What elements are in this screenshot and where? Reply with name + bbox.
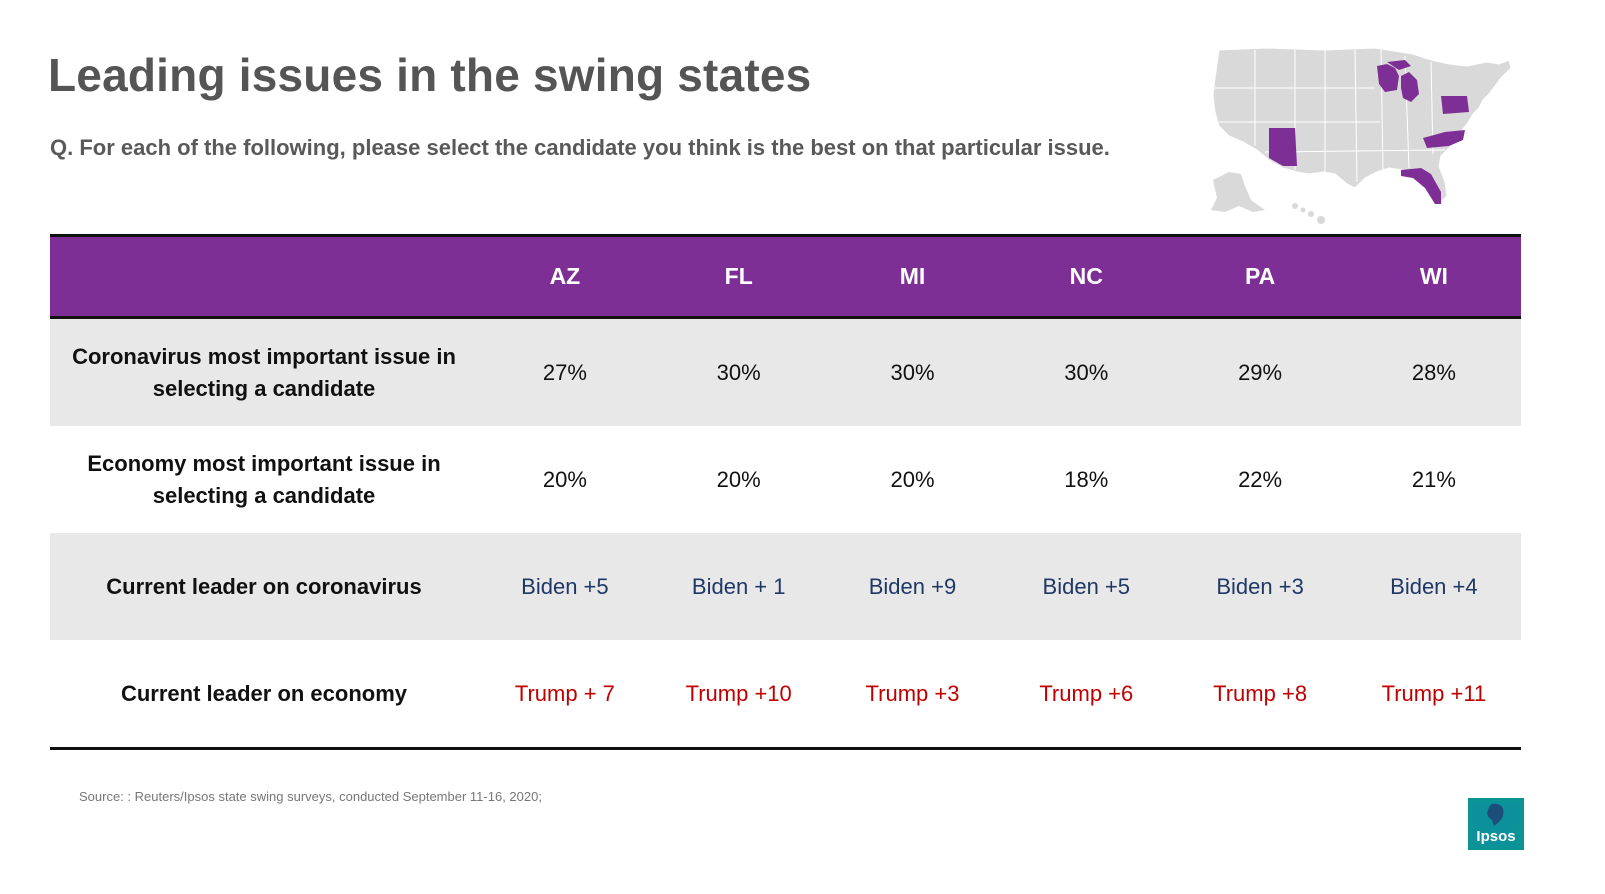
row-label: Coronavirus most important issue in sele… [72, 343, 456, 401]
column-header: NC [1069, 263, 1103, 289]
column-header: PA [1244, 263, 1276, 289]
table-cell: 20% [542, 466, 587, 492]
table-cell: 30% [716, 359, 761, 385]
table-cell: 18% [1064, 466, 1109, 492]
trump-lead-cell: Trump +8 [1213, 680, 1308, 706]
table-row: Current leader on economy Trump + 7 Trum… [50, 640, 1521, 747]
state-wi [1377, 64, 1399, 92]
swing-states-table: AZ FL MI NC PA WI Coronavirus most impor… [50, 234, 1521, 750]
ipsos-logo: Ipsos [1468, 798, 1524, 850]
column-header: AZ [549, 263, 581, 289]
row-label: Economy most important issue in selectin… [87, 450, 441, 508]
us-swing-states-map [1211, 47, 1512, 224]
survey-question: Q. For each of the following, please sel… [50, 135, 1110, 160]
state-az [1269, 128, 1297, 166]
trump-lead-cell: Trump +6 [1039, 680, 1134, 706]
trump-lead-cell: Trump + 7 [514, 680, 615, 706]
row-label: Current leader on economy [120, 680, 408, 706]
table-cell: 22% [1238, 466, 1283, 492]
table-cell: 27% [542, 359, 587, 385]
state-nc [1423, 130, 1465, 148]
column-header: FL [724, 263, 753, 289]
biden-lead-cell: Biden +3 [1216, 573, 1304, 599]
table-cell: 28% [1411, 359, 1456, 385]
column-header: MI [899, 263, 926, 289]
biden-lead-cell: Biden + 1 [691, 573, 786, 599]
row-label: Current leader on coronavirus [106, 573, 422, 599]
table-row: Coronavirus most important issue in sele… [50, 319, 1521, 426]
us-mainland-shape [1212, 47, 1512, 203]
table-cell: 29% [1238, 359, 1283, 385]
trump-lead-cell: Trump +10 [685, 680, 792, 706]
trump-lead-cell: Trump +11 [1381, 680, 1487, 706]
table-cell: 30% [1064, 359, 1109, 385]
trump-lead-cell: Trump +3 [865, 680, 960, 706]
biden-lead-cell: Biden +5 [1042, 573, 1131, 599]
biden-lead-cell: Biden +9 [868, 573, 957, 599]
source-note: Source: : Reuters/Ipsos state swing surv… [79, 789, 542, 804]
column-header: WI [1419, 263, 1448, 289]
biden-lead-cell: Biden +5 [521, 573, 609, 599]
highlighted-states [1269, 60, 1469, 204]
state-fl [1401, 168, 1441, 204]
table-cell: 20% [890, 466, 935, 492]
table-header-row: AZ FL MI NC PA WI [50, 237, 1521, 319]
table-cell: 21% [1411, 466, 1456, 492]
table-row: Economy most important issue in selectin… [50, 426, 1521, 533]
logo-text: Ipsos [1476, 828, 1515, 845]
table-cell: 30% [890, 359, 935, 385]
state-mi [1387, 60, 1419, 102]
state-pa [1441, 96, 1469, 114]
hawaii-shape [1292, 203, 1325, 224]
alaska-shape [1211, 172, 1265, 212]
table-cell: 20% [716, 466, 761, 492]
table-row: Current leader on coronavirus Biden +5 B… [50, 533, 1521, 640]
page-title: Leading issues in the swing states [48, 49, 812, 101]
biden-lead-cell: Biden +4 [1390, 573, 1478, 599]
logo-speech-mark [1487, 803, 1504, 826]
